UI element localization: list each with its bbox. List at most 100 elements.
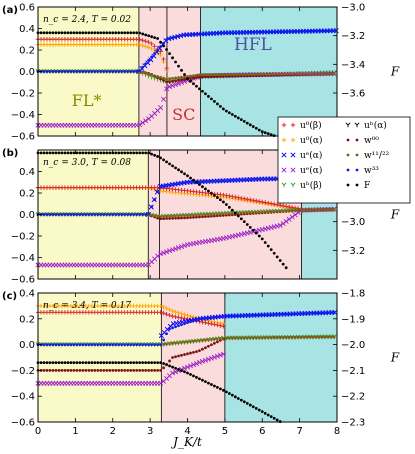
panel-a-w1122-point [308, 72, 312, 76]
panel-a: FL* SC HFL −0.6 −0.4 −0.2 0.0 0.2 0.4 0.6 −3.0 −3.… [2, 3, 400, 143]
panel-b-ub-point [227, 193, 232, 199]
panel-a-w33-point [317, 29, 321, 33]
panel-c-F-point [60, 361, 64, 365]
panel-b-w1122-point [210, 212, 213, 216]
panel-a-ytick-label: −0.4 [11, 110, 35, 121]
panel-c-w33-point [224, 314, 228, 318]
panel-c-w1122-point [302, 335, 306, 339]
panel-b-w1122-point [165, 214, 168, 218]
panel-c-F-point [186, 371, 189, 375]
panel-b-F-point [147, 151, 151, 155]
panel-c-F-point [57, 361, 61, 365]
panel-a-y2tick-label: −3.4 [341, 60, 365, 71]
panel-c-w1122-point [263, 336, 267, 340]
panel-b-F-point [213, 194, 216, 197]
panel-a-F-point [218, 105, 222, 108]
panel-a-w1122-point [284, 72, 288, 76]
panel-c-w1122-point [245, 336, 249, 340]
panel-a-F-point [216, 102, 219, 106]
panel-c-w33-point [159, 343, 162, 346]
panel-a-F-point [236, 116, 240, 120]
panel-b-w1122-point [201, 213, 204, 217]
panel-a-w1122-point [227, 73, 231, 76]
panel-a-w00-point [183, 78, 186, 81]
panel-b-w1122-point [174, 214, 177, 218]
panel-b-F-point [108, 151, 112, 155]
panel-c: −0.6 −0.4 −0.2 0.0 0.2 0.4 −1.8 −1.9 −2.0 −2.1 −2.… [2, 289, 400, 438]
panel-b-w1122-point [236, 211, 240, 215]
panel-b-w33-point [218, 179, 222, 183]
panel-b-ub-point [277, 203, 283, 208]
panel-b-F-point [257, 234, 261, 238]
panel-c-w33-point [96, 343, 100, 346]
panel-c-F-point [162, 362, 165, 365]
panel-b-w00-point [186, 216, 189, 220]
panel-b-F-point [227, 205, 231, 209]
panel-a-w33-point [111, 70, 115, 73]
panel-a-w1122-point [207, 73, 210, 77]
panel-b-w33-point [66, 213, 70, 216]
panel-b-w33-point [171, 183, 174, 186]
panel-b-w1122-point [186, 213, 189, 217]
panel-a-y2tick-label: −3.6 [341, 89, 365, 100]
panel-a-w1122-point [329, 72, 333, 76]
panel-a-w1122-point [218, 73, 222, 76]
panel-b-w33-point [108, 213, 112, 216]
panel-a-w1122-point [314, 72, 318, 76]
panel-c-F-point [236, 397, 240, 400]
panel-b-w1122-point [198, 213, 201, 217]
panel-c-w1122-point [266, 336, 270, 340]
panel-b-w1122-point [227, 212, 231, 215]
legend-marker-uea [281, 152, 287, 158]
panel-a-F-point [210, 97, 213, 101]
panel-c-F-point [224, 390, 228, 394]
panel-b-F-point [198, 183, 201, 186]
panel-a-w33-point [314, 29, 318, 33]
panel-a-w1122-point [165, 77, 168, 81]
panel-c-w33-point [108, 343, 112, 346]
panel-a-F-point [257, 128, 261, 132]
panel-a-w33-point [63, 70, 67, 73]
panel-a-w33-point [102, 70, 106, 73]
panel-c-ueb-point [214, 353, 220, 359]
panel-b-F-point [48, 151, 52, 155]
panel-a-F-point [159, 40, 162, 44]
panel-c-ub-point [212, 322, 217, 327]
panel-c-w33-point [102, 343, 106, 346]
panel-a-ytick-label: −0.6 [11, 132, 35, 143]
panel-c-w00-point [84, 369, 88, 372]
panel-b-w1122-point [296, 208, 300, 212]
panel-c-F-point [269, 415, 273, 419]
panel-b-w1122-point [281, 209, 285, 213]
panel-a-w00-point [174, 79, 177, 83]
panel-b-y2-axis-label: F [390, 208, 400, 222]
panel-c-w00-point [189, 351, 192, 355]
legend-item-w00: w⁰⁰ [346, 136, 379, 146]
panel-b-w00-point [159, 217, 162, 221]
panel-b-w33-point [105, 213, 109, 216]
panel-a-F-point [263, 131, 267, 135]
panel-c-F-point [183, 370, 186, 374]
panel-c-w00-point [195, 350, 198, 354]
panel-b-w1122-point [254, 210, 258, 214]
panel-b-w33-point [114, 213, 118, 216]
panel-a-w33-point [114, 70, 118, 73]
panel-c-w1122-point [308, 335, 312, 339]
panel-b-F-point [210, 191, 213, 195]
panel-c-F-point [198, 377, 201, 381]
panel-a-w1122-point [317, 72, 321, 76]
panel-b-w1122-point [269, 210, 273, 213]
panel-b-F-point [105, 151, 109, 155]
panel-a-w33-point [42, 70, 46, 73]
legend-marker-w1122-2 [355, 153, 359, 157]
panel-c-w1122-point [177, 341, 180, 345]
panel-c-ua0-point [176, 310, 181, 316]
panel-b-F-point [186, 174, 189, 178]
legend-marker-w00 [346, 138, 350, 142]
panel-c-F-point [159, 361, 162, 365]
panel-b-F-point [117, 151, 121, 155]
panel-a-w1122-point [296, 72, 300, 76]
panel-a-w00-point [162, 79, 165, 82]
panel-b-w1122-point [278, 209, 282, 213]
panel-b-ueb-point [176, 245, 182, 251]
